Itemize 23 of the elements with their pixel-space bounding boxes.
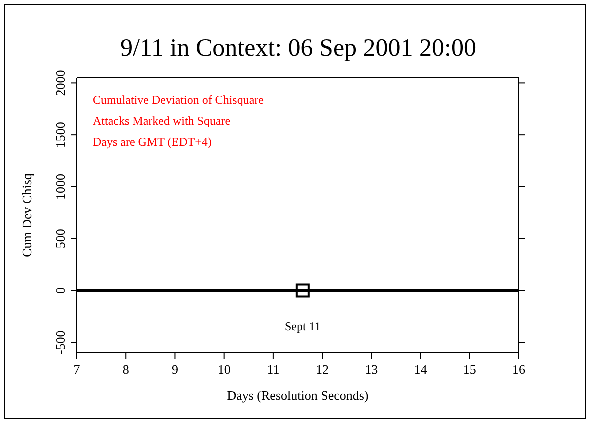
x-tick-label: 15 [463,362,476,378]
y-tick-label: -500 [53,330,68,355]
annotation: Days are GMT (EDT+4) [93,134,213,151]
text: Sept 11 [284,320,321,334]
y-tick-label: 1000 [53,174,68,200]
x-tick-label: 11 [267,362,280,378]
y-tick-label: 2000 [53,70,68,96]
x-tick-label: 12 [316,362,330,378]
y-tick-label: 500 [53,229,68,249]
chart-title: 9/11 in Context: 06 Sep 2001 20:00 [119,35,478,63]
x-axis-title: Days (Resolution Seconds) [227,388,369,403]
y-axis-title: Cum Dev Chisq [20,173,35,258]
x-tick-label: 13 [365,362,378,378]
y-tick-label: 1500 [53,122,68,148]
annotation: Attacks Marked with Square [93,113,232,130]
x-tick-label: 10 [218,362,231,378]
x-tick-label: 9 [172,362,178,378]
y-tick-label: 0 [53,287,68,294]
x-tick-label: 16 [512,362,526,378]
annotation: Cumulative Deviation of Chisquare [93,92,264,109]
x-tick-label: 14 [414,362,428,378]
x-tick-label: 8 [122,362,130,378]
x-tick-label: 7 [74,362,81,378]
